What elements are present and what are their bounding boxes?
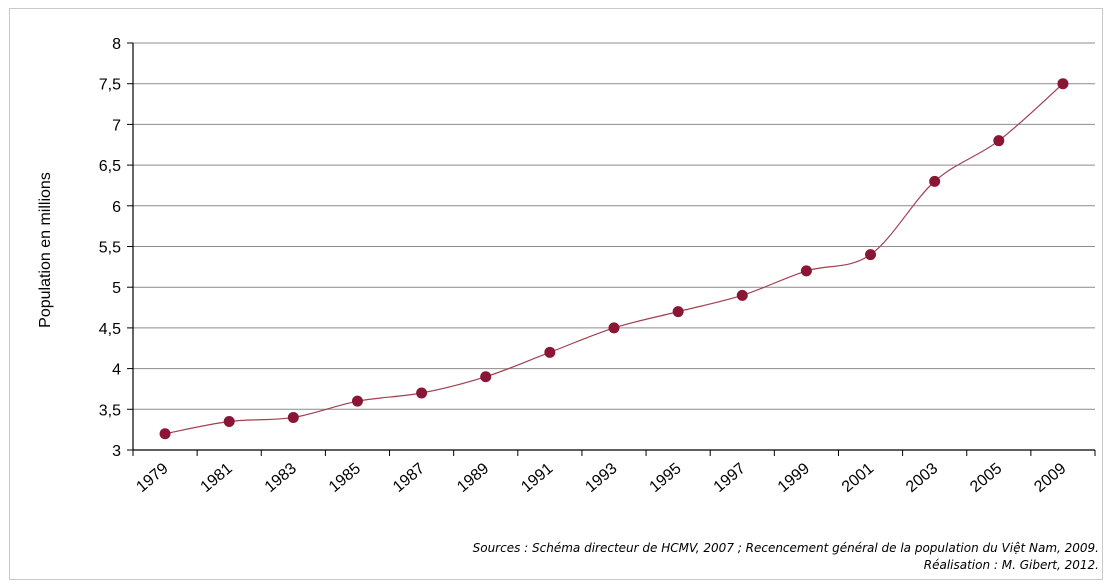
x-tick-label: 1999 bbox=[775, 460, 813, 496]
chart-frame bbox=[9, 8, 1103, 580]
x-tick-label: 2005 bbox=[967, 460, 1005, 496]
data-point bbox=[865, 249, 877, 261]
data-point bbox=[287, 411, 299, 423]
data-markers bbox=[159, 78, 1069, 440]
data-point bbox=[608, 322, 620, 334]
data-point bbox=[416, 387, 428, 399]
y-tick-label: 7,5 bbox=[99, 77, 121, 94]
x-tick-label: 2001 bbox=[839, 460, 877, 496]
data-point bbox=[800, 265, 812, 277]
source-note: Sources : Schéma directeur de HCMV, 2007… bbox=[473, 540, 1099, 574]
y-tick-labels: 3 3,5 4 4,5 5 5,5 6 6,5 7 7,5 8 bbox=[99, 36, 121, 460]
x-tick-label: 1985 bbox=[326, 460, 364, 496]
x-tick-label: 1991 bbox=[518, 460, 556, 496]
data-point bbox=[223, 416, 235, 428]
data-point bbox=[1057, 78, 1069, 90]
x-tick-label: 1979 bbox=[133, 460, 171, 496]
x-tick-label: 1989 bbox=[454, 460, 492, 496]
x-tick-label: 2009 bbox=[1031, 460, 1069, 496]
data-point bbox=[993, 135, 1005, 147]
x-tick-label: 1987 bbox=[390, 460, 428, 496]
source-line-1: Sources : Schéma directeur de HCMV, 2007… bbox=[472, 541, 1099, 555]
y-tick-label: 6,5 bbox=[99, 158, 121, 175]
y-tick-label: 6 bbox=[112, 199, 121, 216]
series-line bbox=[164, 83, 1064, 435]
y-tick-label: 5,5 bbox=[99, 240, 121, 257]
data-point bbox=[672, 306, 684, 318]
y-axis-label: Population en millions bbox=[37, 172, 54, 328]
source-line-2: Réalisation : M. Gibert, 2012. bbox=[923, 558, 1099, 572]
x-tick-label: 1997 bbox=[711, 460, 749, 496]
y-tick-label: 7 bbox=[112, 117, 121, 134]
y-tick-label: 3 bbox=[112, 443, 121, 460]
x-tick-label: 2003 bbox=[903, 460, 941, 496]
grid-lines bbox=[127, 42, 1095, 451]
data-point bbox=[929, 175, 941, 187]
x-tick-label: 1995 bbox=[647, 460, 685, 496]
y-tick-label: 4,5 bbox=[99, 321, 121, 338]
x-tick-labels: 1979 1981 1983 1985 1987 1989 1991 1993 1995 1997… bbox=[133, 460, 1069, 496]
data-point bbox=[351, 395, 363, 407]
y-tick-label: 8 bbox=[112, 36, 121, 53]
x-tick-label: 1983 bbox=[262, 460, 300, 496]
x-tick-label: 1981 bbox=[198, 460, 236, 496]
y-tick-label: 3,5 bbox=[99, 402, 121, 419]
y-tick-label: 5 bbox=[112, 280, 121, 297]
y-tick-label: 4 bbox=[112, 362, 121, 379]
x-tick-label: 1993 bbox=[582, 460, 620, 496]
data-point bbox=[480, 371, 492, 383]
axes bbox=[132, 43, 1096, 456]
data-point bbox=[544, 346, 556, 358]
data-point bbox=[159, 428, 171, 440]
data-point bbox=[736, 289, 748, 301]
